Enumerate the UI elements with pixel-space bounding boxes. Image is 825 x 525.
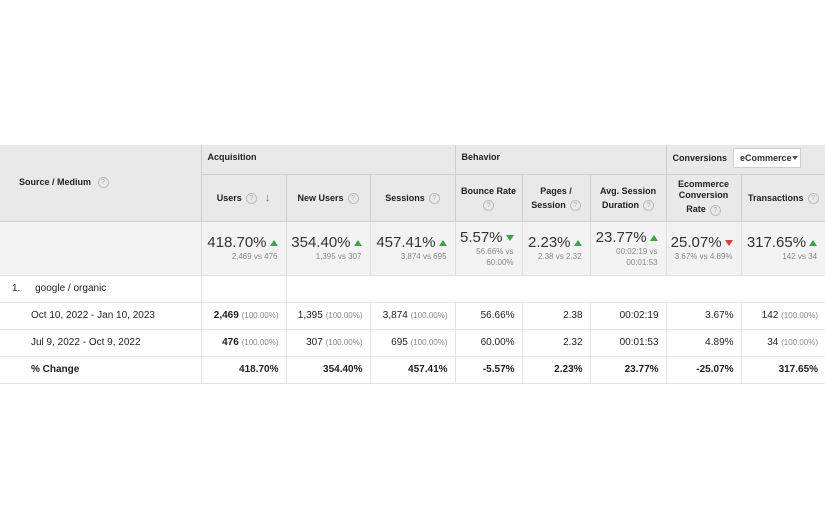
col-users[interactable]: Users? ↓ [200,173,286,222]
trend-up-icon [649,234,658,241]
conversions-goal-select[interactable]: eCommerce [733,148,802,168]
change-ecommerce-conversion-rate: -25.07% [665,356,742,384]
pages-per-session-cell: 2.38 [521,302,591,330]
summary-ecommerce-conversion-rate: 25.07% 3.67% vs 4.89% [665,221,742,276]
bounce-rate-cell: 60.00% [454,329,523,357]
change-avg-session-duration: 23.77% [589,356,667,384]
percent-change-row: % Change 418.70% 354.40% 457.41% -5.57% … [0,356,825,384]
col-bounce-rate[interactable]: Bounce Rate? [454,173,523,222]
ecommerce-conversion-rate-cell: 3.67% [665,302,742,330]
change-new-users: 354.40% [285,356,370,384]
trend-up-icon [809,240,818,247]
help-icon[interactable]: ? [428,192,440,204]
help-icon[interactable]: ? [347,192,359,204]
analytics-report-table: Source / Medium ? Acquisition Behavior C… [0,145,825,384]
summary-avg-session-duration: 23.77% 00:02:19 vs 00:01:53 [589,221,667,276]
ecommerce-conversion-rate-cell: 4.89% [665,329,742,357]
summary-sessions: 457.41% 3,874 vs 695 [369,221,456,276]
help-icon[interactable]: ? [807,192,819,204]
change-pages-per-session: 2.23% [521,356,591,384]
empty-cell [200,275,287,303]
help-icon[interactable]: ? [97,177,109,189]
change-users: 418.70% [200,356,286,384]
empty-cell [286,275,825,303]
summary-bounce-rate: 5.57% 56.66% vs 60.00% [454,221,523,276]
trend-down-icon [724,240,733,247]
avg-session-duration-cell: 00:01:53 [589,329,667,357]
summary-row: 418.70% 2,469 vs 476 354.40% 1,395 vs 30… [0,221,825,276]
date-range-label: Oct 10, 2022 - Jan 10, 2023 [0,302,201,330]
col-ecommerce-conversion-rate[interactable]: Ecommerce Conversion Rate? [665,173,742,222]
trend-up-icon [269,240,278,247]
table-row: Jul 9, 2022 - Oct 9, 2022 476 (100.00%) … [0,329,825,357]
col-transactions[interactable]: Transactions? [740,173,825,222]
help-icon[interactable]: ? [483,199,495,211]
conversions-group-header: Conversions eCommerce [665,145,825,174]
summary-new-users: 354.40% 1,395 vs 307 [285,221,370,276]
help-icon[interactable]: ? [709,204,721,216]
date-range-label: Jul 9, 2022 - Oct 9, 2022 [0,329,201,357]
percent-change-label: % Change [0,356,201,384]
row-index: 1. [12,283,21,294]
behavior-group-header: Behavior [454,145,667,174]
dropdown-caret-icon [791,156,798,160]
help-icon[interactable]: ? [643,199,655,211]
summary-users: 418.70% 2,469 vs 476 [200,221,286,276]
trend-up-icon [438,240,447,247]
summary-label-cell [0,221,201,276]
source-medium-label: Source / Medium [19,177,92,188]
bounce-rate-cell: 56.66% [454,302,523,330]
avg-session-duration-cell: 00:02:19 [589,302,667,330]
table-row: Oct 10, 2022 - Jan 10, 2023 2,469 (100.0… [0,302,825,330]
help-icon[interactable]: ? [245,192,257,204]
select-value: eCommerce [740,153,792,163]
help-icon[interactable]: ? [569,199,581,211]
new-users-cell: 307 (100.00%) [285,329,370,357]
pages-per-session-cell: 2.32 [521,329,591,357]
conversions-label: Conversions [672,153,728,163]
col-pages-per-session[interactable]: Pages / Session? [521,173,591,222]
acquisition-group-header: Acquisition [200,145,456,174]
sessions-cell: 3,874 (100.00%) [369,302,456,330]
col-new-users[interactable]: New Users? [285,173,370,222]
col-avg-session-duration[interactable]: Avg. Session Duration? [589,173,667,222]
transactions-cell: 142 (100.00%) [740,302,825,330]
sessions-cell: 695 (100.00%) [369,329,456,357]
transactions-cell: 34 (100.00%) [740,329,825,357]
change-transactions: 317.65% [740,356,825,384]
sort-descending-icon[interactable]: ↓ [264,191,271,204]
col-sessions[interactable]: Sessions? [369,173,456,222]
change-bounce-rate: -5.57% [454,356,523,384]
new-users-cell: 1,395 (100.00%) [285,302,370,330]
source-medium-header[interactable]: Source / Medium ? [0,145,201,222]
source-medium-cell[interactable]: 1. google / organic [0,275,201,303]
trend-up-icon [353,240,362,247]
trend-down-icon [505,234,514,241]
trend-up-icon [573,240,582,247]
summary-transactions: 317.65% 142 vs 34 [740,221,825,276]
table-row: 1. google / organic [0,275,825,303]
source-medium-link[interactable]: google / organic [35,283,107,294]
change-sessions: 457.41% [369,356,456,384]
users-cell: 476 (100.00%) [200,329,286,357]
users-cell: 2,469 (100.00%) [200,302,286,330]
summary-pages-per-session: 2.23% 2.38 vs 2.32 [521,221,591,276]
